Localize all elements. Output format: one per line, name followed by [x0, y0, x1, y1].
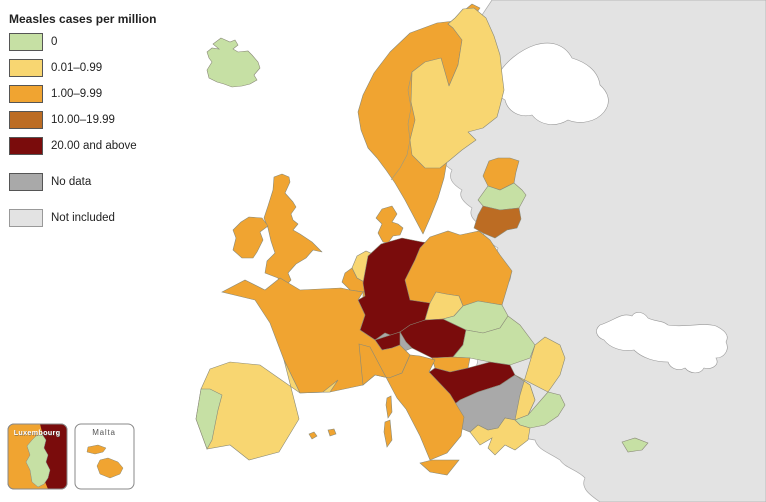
svg-text:Luxembourg: Luxembourg	[14, 428, 61, 437]
svg-text:Malta: Malta	[92, 428, 116, 437]
